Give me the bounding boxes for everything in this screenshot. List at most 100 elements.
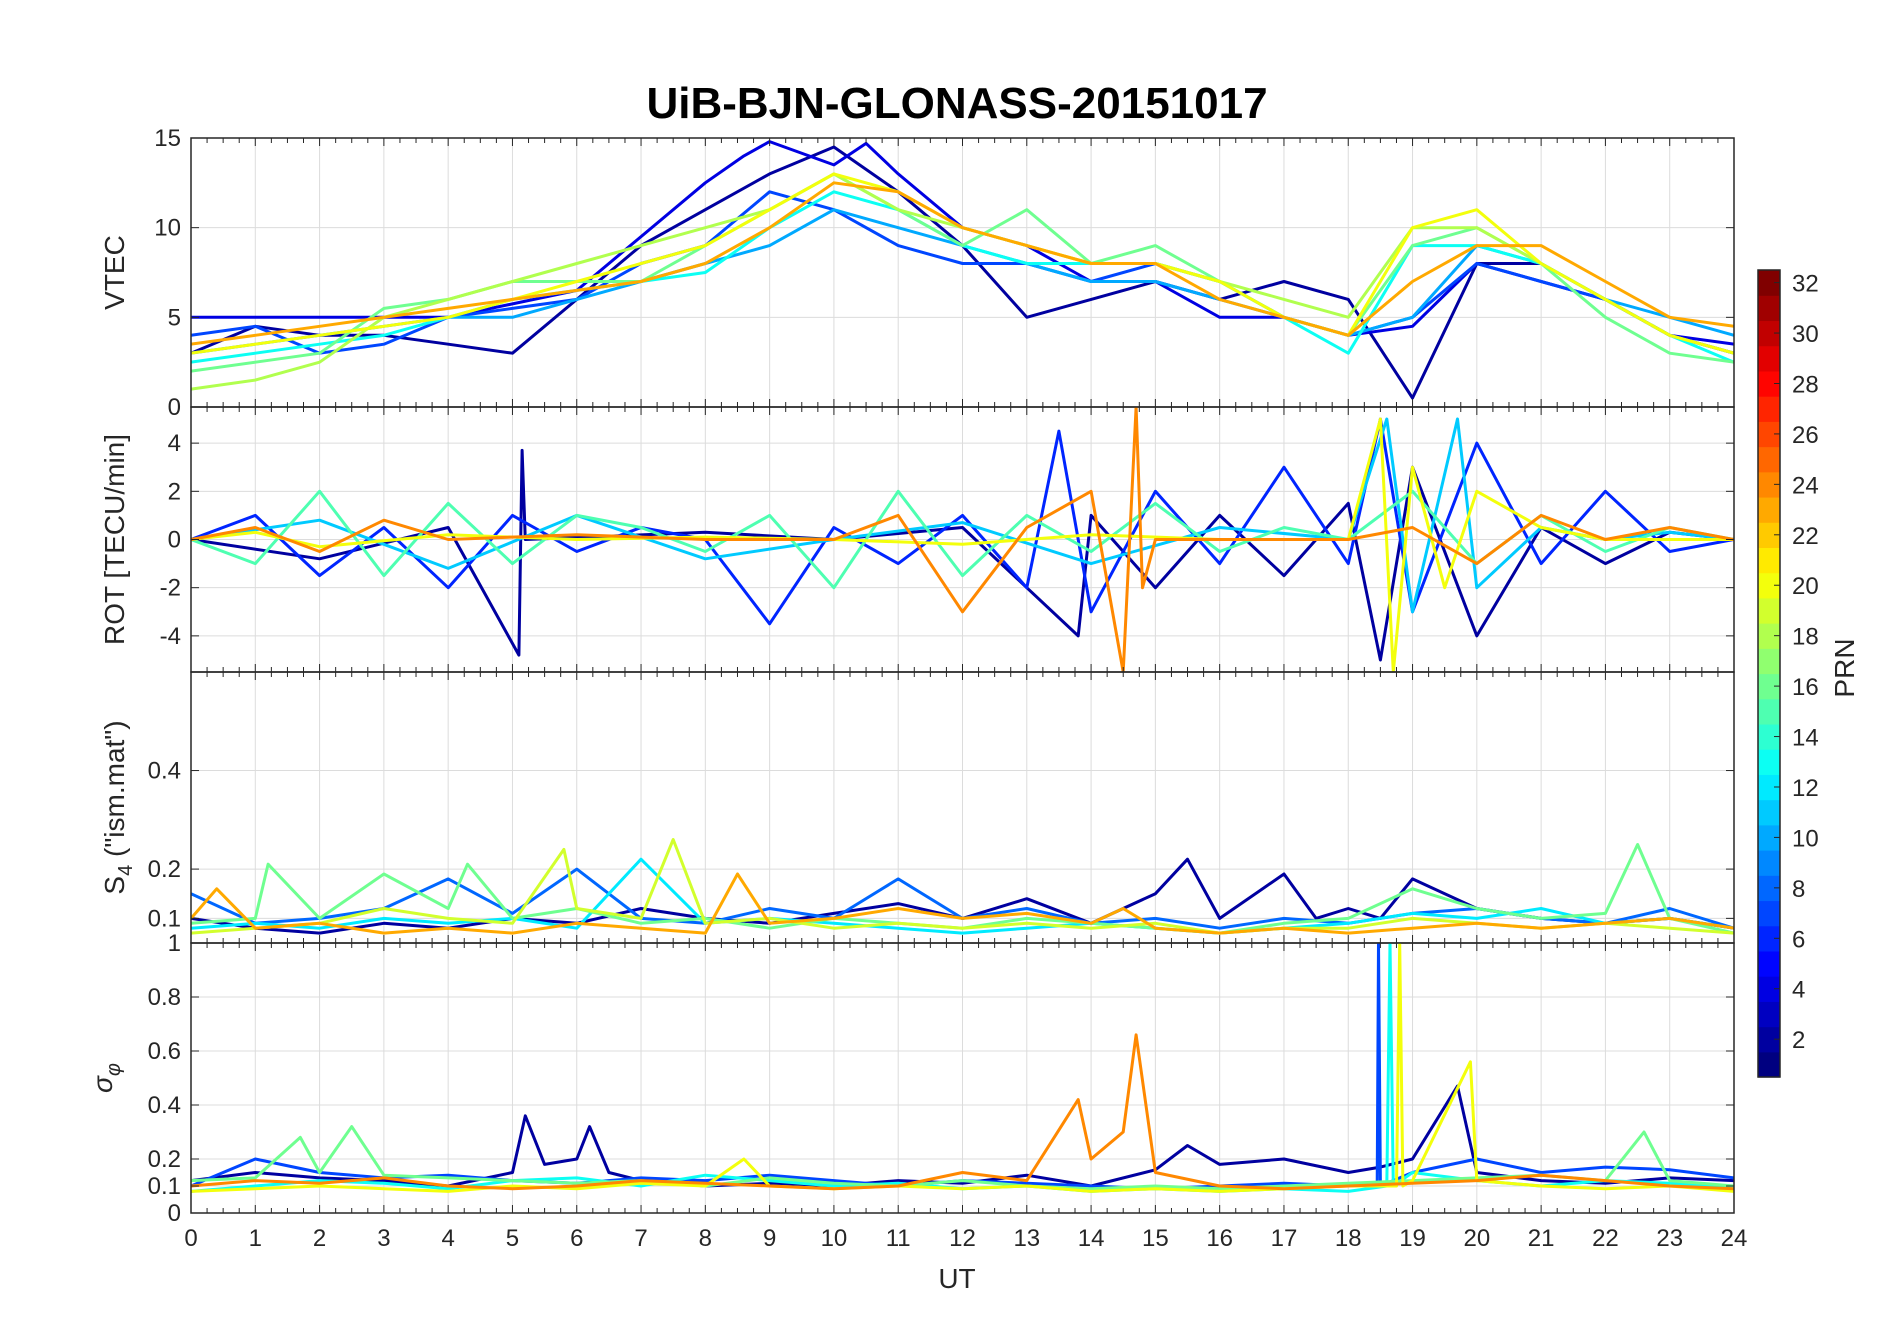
colorbar-segment-prn-5 bbox=[1758, 950, 1780, 977]
colorbar-tick-label-30: 30 bbox=[1792, 321, 1819, 348]
s4-series-prn-2 bbox=[191, 857, 1734, 935]
x-tick-label-7: 7 bbox=[634, 1225, 647, 1252]
x-tick-label-3: 3 bbox=[377, 1225, 390, 1252]
x-tick-label-5: 5 bbox=[506, 1225, 519, 1252]
colorbar-segment-prn-10 bbox=[1758, 824, 1780, 851]
colorbar-tick-label-32: 32 bbox=[1792, 271, 1819, 298]
s4-series bbox=[191, 838, 1734, 935]
vtec-y-axis-label: VTEC bbox=[99, 235, 130, 310]
colorbar-segment-prn-19 bbox=[1758, 597, 1780, 624]
panel-vtec: 0 5 10 15 VTEC bbox=[99, 125, 1735, 421]
panel-sigphi: 00.10.2 0.4 0.6 0.8 1 σφ bbox=[87, 930, 1735, 1227]
colorbar-segment-prn-21 bbox=[1758, 547, 1780, 574]
colorbar-segment-prn-13 bbox=[1758, 749, 1780, 775]
s4-series-prn-19 bbox=[191, 838, 1734, 935]
colorbar-segment-prn-12 bbox=[1758, 774, 1780, 801]
sigphi-ytick-label-0.2: 0.2 bbox=[148, 1146, 181, 1173]
rot-ytick-label--2: -2 bbox=[160, 575, 181, 602]
colorbar-segment-prn-6 bbox=[1758, 925, 1780, 952]
chart-title: UiB-BJN-GLONASS-20151017 bbox=[646, 79, 1267, 128]
x-axis-label: UT bbox=[938, 1263, 975, 1294]
s4-ytick-label-0.1: 0.1 bbox=[148, 905, 181, 932]
x-tick-label-20: 20 bbox=[1463, 1225, 1490, 1252]
x-tick-label-24: 24 bbox=[1721, 1225, 1748, 1252]
s4-ytick-label-0.2: 0.2 bbox=[148, 856, 181, 883]
colorbar-segment-prn-31 bbox=[1758, 295, 1780, 322]
colorbar-segment-prn-32 bbox=[1758, 270, 1780, 296]
vtec-ytick-label-0: 0 bbox=[168, 394, 181, 421]
colorbar-tick-label-26: 26 bbox=[1792, 422, 1819, 449]
colorbar-segment-prn-28 bbox=[1758, 370, 1780, 397]
x-tick-label-16: 16 bbox=[1206, 1225, 1233, 1252]
rot-y-axis-label: ROT [TECU/min] bbox=[99, 434, 130, 645]
panel-s4: 0.1 0.2 0.4 S4 ("ism.mat") bbox=[99, 671, 1735, 944]
colorbar-segment-prn-24 bbox=[1758, 471, 1780, 498]
colorbar-tick-label-18: 18 bbox=[1792, 624, 1819, 651]
x-tick-label-9: 9 bbox=[763, 1225, 776, 1252]
panel-rot: -4 -2 0 2 4 ROT [TECU/min] bbox=[99, 406, 1735, 673]
colorbar-tick-label-24: 24 bbox=[1792, 472, 1819, 499]
x-tick-label-6: 6 bbox=[570, 1225, 583, 1252]
vtec-ytick-label-15: 15 bbox=[154, 125, 181, 152]
sigphi-ytick-label-0.6: 0.6 bbox=[148, 1038, 181, 1065]
colorbar-segment-prn-11 bbox=[1758, 799, 1780, 826]
s4-y-axis-label: S4 ("ism.mat") bbox=[99, 720, 137, 894]
colorbar-tick-label-8: 8 bbox=[1792, 876, 1805, 903]
colorbar-segment-prn-3 bbox=[1758, 1001, 1780, 1028]
s4-ytick-label-0.4: 0.4 bbox=[148, 758, 181, 785]
vtec-ytick-label-5: 5 bbox=[168, 304, 181, 331]
colorbar-segment-prn-30 bbox=[1758, 320, 1780, 347]
colorbar-segment-prn-27 bbox=[1758, 396, 1780, 422]
colorbar-segment-prn-20 bbox=[1758, 572, 1780, 599]
s4-y-label-sub: 4 bbox=[115, 865, 137, 876]
x-tick-label-22: 22 bbox=[1592, 1225, 1619, 1252]
x-tick-label-11: 11 bbox=[886, 1225, 911, 1252]
x-tick-label-12: 12 bbox=[949, 1225, 976, 1252]
colorbar-segment-prn-4 bbox=[1758, 976, 1780, 1002]
sigphi-ytick-label-0: 0 bbox=[168, 1200, 181, 1227]
x-tick-label-17: 17 bbox=[1271, 1225, 1298, 1252]
colorbar-segment-prn-15 bbox=[1758, 698, 1780, 725]
sigphi-y-label-sub: φ bbox=[103, 1063, 125, 1076]
x-tick-label-10: 10 bbox=[821, 1225, 848, 1252]
colorbar-tick-label-22: 22 bbox=[1792, 523, 1819, 550]
colorbar-segment-prn-9 bbox=[1758, 850, 1780, 876]
colorbar-segment-prn-8 bbox=[1758, 875, 1780, 902]
colorbar-segment-prn-16 bbox=[1758, 673, 1780, 700]
colorbar-tick-label-2: 2 bbox=[1792, 1027, 1805, 1054]
s4-y-label-rest: ("ism.mat") bbox=[99, 720, 130, 864]
colorbar-tick-label-10: 10 bbox=[1792, 825, 1819, 852]
x-tick-label-15: 15 bbox=[1142, 1225, 1169, 1252]
rot-ytick-label-0: 0 bbox=[168, 527, 181, 554]
colorbar-tick-label-16: 16 bbox=[1792, 674, 1819, 701]
colorbar-segment-prn-26 bbox=[1758, 421, 1780, 448]
rot-series bbox=[191, 407, 1734, 672]
colorbar-segment-prn-29 bbox=[1758, 345, 1780, 372]
x-tick-label-2: 2 bbox=[313, 1225, 326, 1252]
colorbar-tick-label-14: 14 bbox=[1792, 725, 1819, 752]
colorbar-tick-label-12: 12 bbox=[1792, 775, 1819, 802]
rot-ytick-label-4: 4 bbox=[168, 430, 181, 457]
sigphi-series-prn-24 bbox=[191, 1033, 1734, 1191]
x-tick-label-4: 4 bbox=[441, 1225, 454, 1252]
rot-series-prn-6 bbox=[191, 417, 1734, 626]
colorbar-segment-prn-17 bbox=[1758, 648, 1780, 675]
colorbar-segment-prn-25 bbox=[1758, 446, 1780, 473]
colorbar-label: PRN bbox=[1829, 638, 1860, 697]
colorbar-segment-prn-1 bbox=[1758, 1051, 1780, 1078]
x-tick-labels: 0 1 2 3 4 5 6 7 8 9 10 11 12 13 14 15 16 17 18 19 20 21 22 23 24 bbox=[184, 1225, 1747, 1252]
colorbar-segment-prn-2 bbox=[1758, 1026, 1780, 1053]
colorbar-segment-prn-14 bbox=[1758, 723, 1780, 750]
sigphi-ytick-label-0.4: 0.4 bbox=[148, 1092, 181, 1119]
x-tick-label-8: 8 bbox=[699, 1225, 712, 1252]
x-tick-label-14: 14 bbox=[1078, 1225, 1105, 1252]
vtec-series-prn-23 bbox=[191, 181, 1734, 346]
colorbar-tick-label-28: 28 bbox=[1792, 371, 1819, 398]
colorbar-segment-prn-22 bbox=[1758, 522, 1780, 549]
sigphi-y-axis-label: σφ bbox=[87, 1063, 125, 1093]
s4-series-prn-23 bbox=[191, 872, 1734, 935]
